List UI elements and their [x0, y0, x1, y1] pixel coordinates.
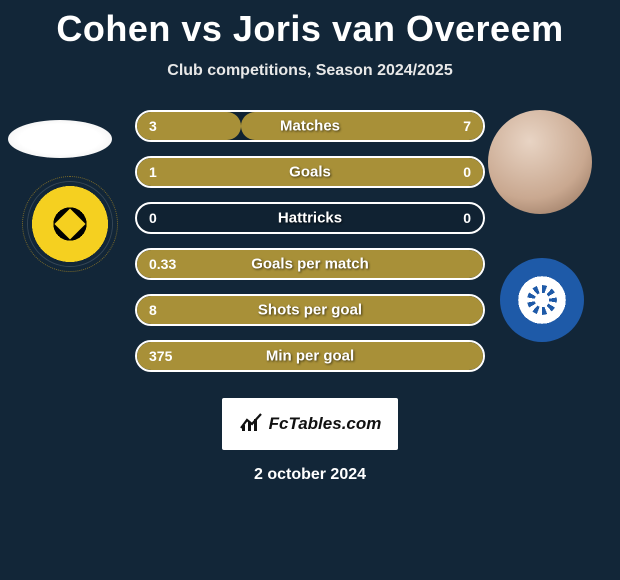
comparison-content: Matches 3 7 Goals 1 0 Hattricks 0 0 Goals per mat…	[0, 110, 620, 390]
stat-value-left: 1	[149, 164, 157, 180]
chart-icon	[239, 410, 263, 439]
stat-bar: Min per goal 375	[135, 340, 485, 372]
player-right-avatar	[488, 110, 592, 214]
player-left-club-badge	[28, 182, 112, 266]
stat-value-right: 0	[463, 210, 471, 226]
stat-label: Shots per goal	[258, 302, 362, 319]
watermark: FcTables.com	[222, 398, 398, 450]
stat-bar: Shots per goal 8	[135, 294, 485, 326]
watermark-text: FcTables.com	[269, 414, 382, 434]
stat-value-left: 375	[149, 348, 172, 364]
stat-value-left: 0.33	[149, 256, 176, 272]
stat-bar: Goals per match 0.33	[135, 248, 485, 280]
stat-value-right: 7	[463, 118, 471, 134]
player-left-avatar	[8, 120, 112, 158]
stat-label: Goals	[289, 164, 331, 181]
stat-value-left: 0	[149, 210, 157, 226]
stat-label: Min per goal	[266, 348, 354, 365]
date: 2 october 2024	[0, 466, 620, 484]
subtitle: Club competitions, Season 2024/2025	[0, 62, 620, 80]
stat-bars: Matches 3 7 Goals 1 0 Hattricks 0 0 Goals per mat…	[135, 110, 485, 372]
player-right-club-badge	[500, 258, 584, 342]
stat-value-left: 3	[149, 118, 157, 134]
stat-label: Matches	[280, 118, 340, 135]
stat-value-left: 8	[149, 302, 157, 318]
stat-label: Hattricks	[278, 210, 342, 227]
stat-bar: Hattricks 0 0	[135, 202, 485, 234]
stat-label: Goals per match	[251, 256, 369, 273]
stat-value-right: 0	[463, 164, 471, 180]
stat-bar: Goals 1 0	[135, 156, 485, 188]
page-title: Cohen vs Joris van Overeem	[0, 0, 620, 50]
stat-bar-fill-right	[241, 112, 483, 140]
stat-bar: Matches 3 7	[135, 110, 485, 142]
